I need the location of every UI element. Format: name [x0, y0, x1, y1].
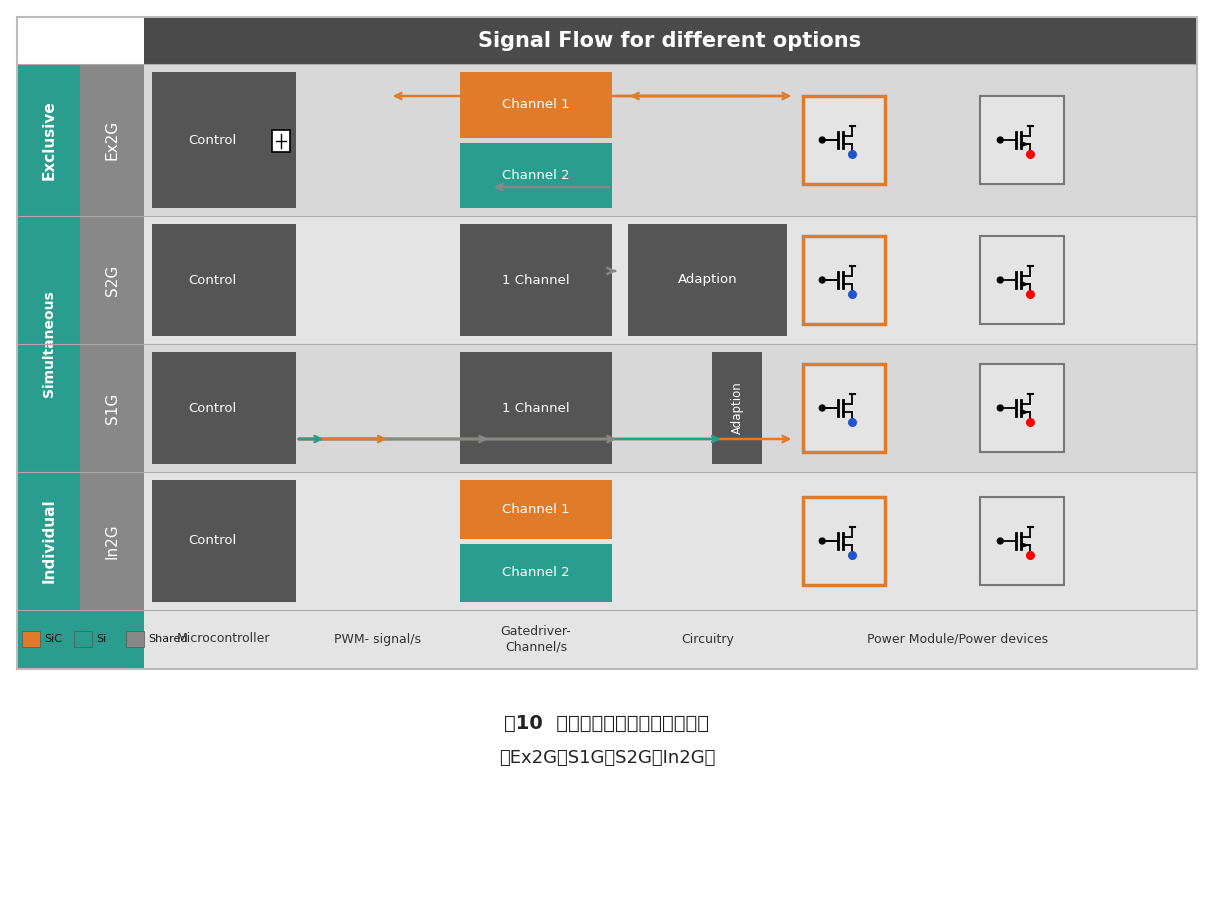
Bar — [980, 364, 1063, 452]
Bar — [18, 610, 144, 668]
Text: SiC: SiC — [44, 634, 62, 644]
Text: Exclusive: Exclusive — [41, 100, 57, 180]
Bar — [460, 544, 612, 602]
Text: Control: Control — [188, 133, 237, 147]
Text: （Ex2G、S1G、S2G、In2G）: （Ex2G、S1G、S2G、In2G） — [499, 749, 715, 767]
Bar — [152, 72, 296, 208]
Bar — [152, 480, 296, 602]
Bar — [980, 236, 1063, 324]
Text: S1G: S1G — [104, 392, 119, 423]
Text: PWM- signal/s: PWM- signal/s — [335, 633, 421, 645]
Bar — [126, 631, 144, 647]
Bar — [152, 224, 296, 336]
Text: S2G: S2G — [104, 264, 119, 296]
Bar — [22, 631, 40, 647]
Bar — [980, 497, 1063, 585]
Bar — [18, 472, 80, 610]
Bar — [272, 130, 290, 152]
Text: Ex2G: Ex2G — [104, 120, 119, 160]
Bar — [80, 472, 144, 610]
Polygon shape — [1021, 409, 1029, 415]
Bar — [802, 364, 885, 452]
Text: Si: Si — [96, 634, 107, 644]
Bar — [17, 17, 1197, 669]
Text: Control: Control — [188, 402, 237, 414]
Polygon shape — [1021, 542, 1029, 548]
Circle shape — [819, 539, 826, 544]
Bar — [144, 18, 1196, 64]
Bar — [80, 216, 144, 344]
Text: 图10  融合技术的不同驱动控制策略: 图10 融合技术的不同驱动控制策略 — [505, 714, 709, 733]
Bar — [18, 610, 1196, 668]
Text: Channel 2: Channel 2 — [503, 169, 569, 182]
Text: Gatedriver-
Channel/s: Gatedriver- Channel/s — [500, 625, 572, 653]
Bar — [802, 236, 885, 324]
Bar — [80, 344, 144, 472]
Bar — [802, 96, 885, 184]
Bar — [980, 96, 1063, 184]
Text: Adaption: Adaption — [731, 381, 743, 434]
Circle shape — [998, 137, 1003, 143]
Bar — [802, 497, 885, 585]
Bar — [144, 64, 1196, 216]
Bar — [152, 352, 296, 464]
Text: Individual: Individual — [41, 499, 57, 583]
Text: Channel 1: Channel 1 — [503, 98, 569, 111]
Bar — [628, 224, 787, 336]
Text: In2G: In2G — [104, 523, 119, 559]
Polygon shape — [1021, 281, 1029, 287]
Circle shape — [998, 405, 1003, 411]
Circle shape — [819, 277, 826, 283]
Bar — [460, 480, 612, 539]
Bar — [18, 64, 80, 216]
Bar — [144, 344, 1196, 472]
Text: Power Module/Power devices: Power Module/Power devices — [867, 633, 1048, 645]
Bar — [460, 72, 612, 138]
Text: Control: Control — [188, 273, 237, 287]
Text: Signal Flow for different options: Signal Flow for different options — [478, 31, 862, 51]
Text: Shared: Shared — [148, 634, 187, 644]
Text: Channel 1: Channel 1 — [503, 503, 569, 516]
Text: Control: Control — [188, 535, 237, 547]
Bar — [144, 472, 1196, 610]
Bar — [460, 352, 612, 464]
Circle shape — [998, 539, 1003, 544]
Polygon shape — [1021, 141, 1029, 147]
Circle shape — [998, 277, 1003, 283]
Text: Adaption: Adaption — [677, 273, 737, 287]
Bar — [460, 143, 612, 208]
Bar — [711, 352, 762, 464]
Text: Channel 2: Channel 2 — [503, 566, 569, 579]
Text: Microcontroller: Microcontroller — [177, 633, 271, 645]
Bar — [74, 631, 92, 647]
Bar — [460, 224, 612, 336]
Text: Simultaneous: Simultaneous — [42, 290, 56, 397]
Bar — [18, 216, 80, 472]
Circle shape — [819, 405, 826, 411]
Bar — [80, 64, 144, 216]
Text: Circuitry: Circuitry — [681, 633, 734, 645]
Text: 1 Channel: 1 Channel — [503, 402, 569, 414]
Text: 1 Channel: 1 Channel — [503, 273, 569, 287]
Bar — [144, 216, 1196, 344]
Circle shape — [819, 137, 826, 143]
